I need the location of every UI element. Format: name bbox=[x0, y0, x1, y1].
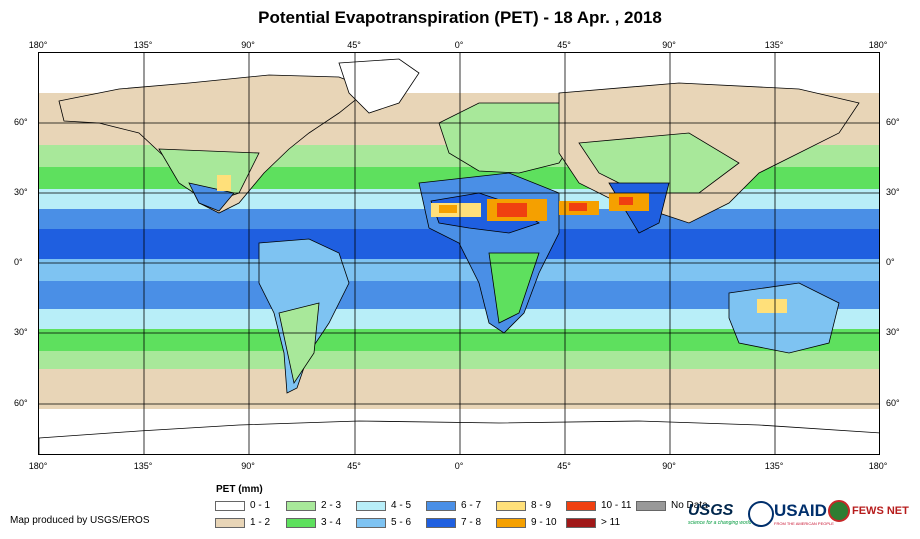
legend-item: 8 - 9 bbox=[496, 500, 551, 511]
legend-label: 7 - 8 bbox=[461, 517, 482, 528]
lon-label: 90° bbox=[662, 40, 676, 50]
usaid-seal-icon bbox=[748, 501, 774, 527]
usgs-logo: USGS science for a changing world bbox=[688, 496, 751, 526]
lon-label: 135° bbox=[133, 461, 153, 471]
lat-label: 60° bbox=[14, 117, 28, 127]
legend-label: 4 - 5 bbox=[391, 500, 412, 511]
legend-item: 4 - 5 bbox=[356, 500, 411, 511]
legend-swatch bbox=[496, 500, 526, 511]
lon-label: 180° bbox=[28, 40, 48, 50]
legend-item: 2 - 3 bbox=[286, 500, 341, 511]
legend-swatch bbox=[566, 500, 596, 511]
lon-label: 45° bbox=[347, 40, 361, 50]
fews-net-logo-text: FEWS NET bbox=[852, 505, 909, 517]
legend-item: > 11 bbox=[566, 517, 620, 528]
lon-label: 90° bbox=[662, 461, 676, 471]
lat-label: 60° bbox=[14, 398, 28, 408]
usgs-logo-text: USGS bbox=[688, 502, 734, 519]
legend-label: 1 - 2 bbox=[250, 517, 271, 528]
lon-label: 135° bbox=[764, 40, 784, 50]
lat-label: 0° bbox=[886, 257, 895, 267]
fews-net-logo: FEWS NET bbox=[828, 496, 909, 526]
lon-label: 0° bbox=[454, 461, 464, 471]
usaid-tagline: FROM THE AMERICAN PEOPLE bbox=[774, 521, 834, 526]
pet-hotspots bbox=[217, 175, 787, 313]
pet-map bbox=[38, 52, 880, 455]
lat-label: 30° bbox=[886, 187, 900, 197]
usaid-logo-text: USAID bbox=[774, 501, 827, 520]
legend-item: No Data bbox=[636, 500, 708, 511]
lon-label: 0° bbox=[454, 40, 464, 50]
legend-label: 3 - 4 bbox=[321, 517, 342, 528]
usgs-tagline: science for a changing world bbox=[688, 520, 752, 526]
legend-label: No Data bbox=[671, 500, 708, 511]
legend-item: 5 - 6 bbox=[356, 517, 411, 528]
legend-item: 6 - 7 bbox=[426, 500, 481, 511]
legend-item: 0 - 1 bbox=[215, 500, 270, 511]
legend-swatch bbox=[215, 517, 245, 528]
legend-label: 5 - 6 bbox=[391, 517, 412, 528]
legend-swatch bbox=[286, 500, 316, 511]
lon-label: 90° bbox=[241, 40, 255, 50]
legend-label: 6 - 7 bbox=[461, 500, 482, 511]
lon-label: 135° bbox=[133, 40, 153, 50]
legend-title: PET (mm) bbox=[216, 484, 263, 495]
legend-item: 3 - 4 bbox=[286, 517, 341, 528]
legend-label: 8 - 9 bbox=[531, 500, 552, 511]
legend-swatch bbox=[496, 517, 526, 528]
legend-label: 9 - 10 bbox=[531, 517, 557, 528]
legend-swatch bbox=[286, 517, 316, 528]
lon-label: 180° bbox=[28, 461, 48, 471]
lat-label: 30° bbox=[14, 327, 28, 337]
map-title: Potential Evapotranspiration (PET) - 18 … bbox=[258, 8, 662, 27]
lon-label: 45° bbox=[347, 461, 361, 471]
legend-item: 9 - 10 bbox=[496, 517, 557, 528]
legend-swatch bbox=[426, 517, 456, 528]
lat-label: 0° bbox=[14, 257, 23, 267]
lon-label: 180° bbox=[868, 40, 888, 50]
legend-item: 1 - 2 bbox=[215, 517, 270, 528]
lon-label: 135° bbox=[764, 461, 784, 471]
legend-label: 2 - 3 bbox=[321, 500, 342, 511]
lon-label: 45° bbox=[557, 40, 571, 50]
legend-swatch bbox=[636, 500, 666, 511]
lon-label: 45° bbox=[557, 461, 571, 471]
legend-item: 7 - 8 bbox=[426, 517, 481, 528]
legend-swatch bbox=[566, 517, 596, 528]
legend-label: 10 - 11 bbox=[601, 500, 632, 511]
legend-swatch bbox=[356, 500, 386, 511]
legend-swatch bbox=[426, 500, 456, 511]
legend-swatch bbox=[356, 517, 386, 528]
globe-icon bbox=[828, 500, 850, 522]
legend-item: 10 - 11 bbox=[566, 500, 631, 511]
map-canvas bbox=[39, 53, 879, 454]
lon-label: 180° bbox=[868, 461, 888, 471]
legend-label: > 11 bbox=[601, 517, 620, 528]
legend-label: 0 - 1 bbox=[250, 500, 271, 511]
lat-label: 30° bbox=[886, 327, 900, 337]
lat-label: 60° bbox=[886, 398, 900, 408]
lon-label: 90° bbox=[241, 461, 255, 471]
usaid-logo: USAID FROM THE AMERICAN PEOPLE bbox=[774, 496, 834, 526]
lat-label: 60° bbox=[886, 117, 900, 127]
credit-text: Map produced by USGS/EROS bbox=[10, 515, 150, 526]
legend-swatch bbox=[215, 500, 245, 511]
lat-label: 30° bbox=[14, 187, 28, 197]
graticule bbox=[39, 53, 879, 454]
